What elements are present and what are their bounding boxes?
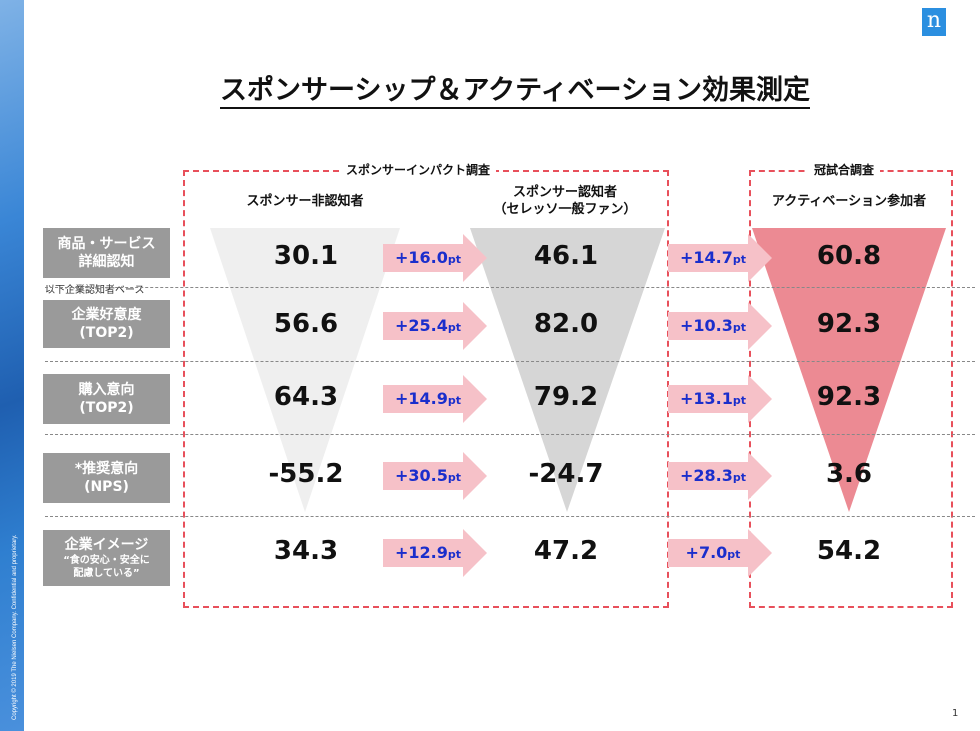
- value-activation: 54.2: [816, 536, 882, 566]
- value-aware: 46.1: [533, 241, 599, 271]
- delta-value: +30.5: [394, 466, 448, 485]
- delta-unit: pt: [447, 321, 462, 334]
- delta-unit: pt: [727, 548, 741, 561]
- value-nonaware: 34.3: [273, 536, 339, 566]
- delta-arrow: +10.3pt: [668, 302, 772, 350]
- value-nonaware: 64.3: [273, 382, 339, 412]
- delta-arrow: +7.0pt: [668, 529, 772, 577]
- delta-arrow: +12.9pt: [383, 529, 487, 577]
- column-header: アクティベーション参加者: [771, 194, 927, 209]
- value-activation: 92.3: [816, 382, 882, 412]
- delta-unit: pt: [732, 253, 747, 266]
- funnel-aware: [470, 228, 665, 512]
- delta-value: +14.9: [394, 389, 448, 408]
- nielsen-logo: n: [922, 8, 946, 36]
- delta-arrow: +30.5pt: [383, 452, 487, 500]
- delta-unit: pt: [732, 394, 747, 407]
- delta-arrow: +14.9pt: [383, 375, 487, 423]
- value-aware: -24.7: [528, 459, 604, 489]
- value-aware: 82.0: [533, 309, 599, 339]
- row-label: 購入意向 (TOP2): [43, 374, 170, 424]
- delta-unit: pt: [447, 471, 462, 484]
- row-label: 企業イメージ “食の安心・安全に 配慮している”: [43, 530, 170, 586]
- delta-unit: pt: [732, 321, 747, 334]
- value-aware: 79.2: [533, 382, 599, 412]
- delta-value: +7.0: [685, 543, 728, 562]
- delta-value: +14.7: [679, 248, 733, 267]
- funnel-nonaware: [210, 228, 400, 512]
- column-header: スポンサー認知者 （セレッソ一般ファン）: [493, 185, 637, 217]
- delta-value: +12.9: [394, 543, 448, 562]
- funnel-activation: [752, 228, 946, 512]
- value-nonaware: -55.2: [268, 459, 344, 489]
- delta-arrow: +16.0pt: [383, 234, 487, 282]
- delta-value: +28.3: [679, 466, 733, 485]
- delta-arrow: +14.7pt: [668, 234, 772, 282]
- row-separator: [45, 434, 975, 435]
- row-separator: [45, 287, 975, 288]
- value-activation: 3.6: [825, 459, 873, 489]
- delta-arrow: +13.1pt: [668, 375, 772, 423]
- base-note: 以下企業認知者ベース: [45, 285, 145, 296]
- row-label: *推奨意向 (NPS): [43, 453, 170, 503]
- value-nonaware: 56.6: [273, 309, 339, 339]
- row-separator: [45, 361, 975, 362]
- crown-survey-label: 冠試合調査: [808, 161, 881, 178]
- delta-unit: pt: [447, 394, 462, 407]
- row-sublabel: “食の安心・安全に 配慮している”: [63, 555, 150, 579]
- delta-value: +16.0: [394, 248, 448, 267]
- delta-unit: pt: [732, 471, 747, 484]
- value-nonaware: 30.1: [273, 241, 339, 271]
- delta-arrow: +28.3pt: [668, 452, 772, 500]
- delta-unit: pt: [447, 548, 462, 561]
- page-title: スポンサーシップ＆アクティベーション効果測定: [0, 68, 980, 109]
- value-activation: 60.8: [816, 241, 882, 271]
- delta-arrow: +25.4pt: [383, 302, 487, 350]
- value-activation: 92.3: [816, 309, 882, 339]
- delta-unit: pt: [447, 253, 462, 266]
- delta-value: +13.1: [679, 389, 733, 408]
- impact-survey-label: スポンサーインパクト調査: [340, 161, 497, 178]
- value-aware: 47.2: [533, 536, 599, 566]
- column-header: スポンサー非認知者: [246, 194, 364, 209]
- page-number: 1: [952, 708, 959, 719]
- side-strip: [0, 0, 24, 731]
- delta-value: +10.3: [679, 316, 733, 335]
- delta-value: +25.4: [394, 316, 448, 335]
- row-label: 商品・サービス 詳細認知: [43, 228, 170, 278]
- row-separator: [45, 516, 975, 517]
- row-label: 企業好意度 (TOP2): [43, 300, 170, 348]
